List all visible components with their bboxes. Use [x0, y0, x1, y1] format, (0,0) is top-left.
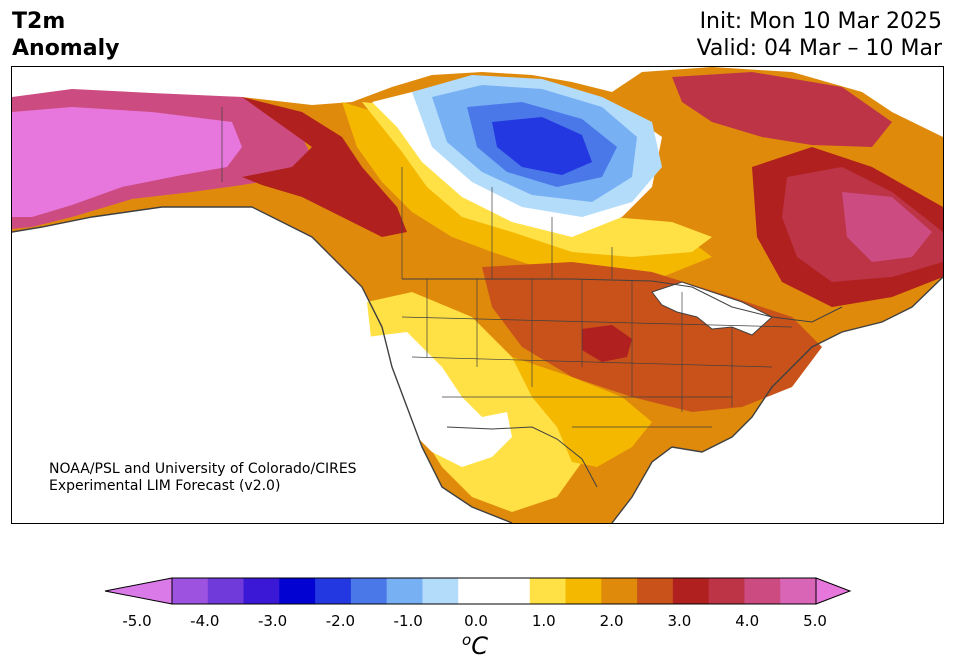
colorbar-tick-label: -5.0 — [122, 612, 152, 630]
anomaly-labrador-pink — [842, 192, 932, 262]
colorbar-bin — [243, 578, 280, 604]
colorbar-bin — [422, 578, 459, 604]
colorbar-over — [815, 577, 852, 605]
colorbar-tick-label: -2.0 — [325, 612, 356, 630]
valid-range: Valid: 04 Mar – 10 Mar — [696, 36, 942, 61]
colorbar-tick-label: -1.0 — [393, 612, 423, 630]
colorbar-bin — [494, 578, 531, 604]
colorbar-bin — [386, 578, 423, 604]
anomaly-canada-lightyellow — [362, 102, 712, 257]
anomaly-baffin-red — [672, 72, 892, 147]
us-mexico-border — [446, 426, 598, 488]
unit-degree: o — [462, 631, 472, 649]
colorbar-bin — [350, 578, 388, 604]
colorbar-bin — [672, 578, 710, 604]
map-title: T2m Anomaly — [12, 8, 119, 62]
colorbar-bin — [744, 578, 781, 604]
anomaly-southcentral-yellow — [512, 357, 652, 467]
coastline — [12, 206, 943, 523]
map-canvas — [12, 67, 943, 523]
colorbar-bin — [458, 578, 495, 604]
colorbar-bin — [708, 578, 745, 604]
title-line-2: Anomaly — [12, 36, 120, 61]
colorbar-tick-label: -3.0 — [257, 612, 288, 630]
colorbar-tick-label: 0.0 — [464, 612, 488, 630]
anomaly-us-orange — [482, 262, 822, 412]
colorbar-bin — [637, 578, 674, 604]
colorbar-tick-label: 4.0 — [735, 612, 760, 630]
anomaly-nwcanada-red — [242, 97, 407, 237]
credit-line-1: NOAA/PSL and University of Colorado/CIRE… — [49, 461, 357, 477]
colorbar-bin — [601, 578, 638, 604]
anomaly-alaska-core — [12, 107, 242, 217]
state-borders — [221, 107, 793, 428]
colorbar — [104, 577, 852, 605]
unit-letter: C — [471, 632, 488, 660]
colorbar-bin — [172, 578, 209, 604]
credit-line-2: Experimental LIM Forecast (v2.0) — [49, 478, 281, 494]
colorbar-outline — [171, 577, 817, 605]
anomaly-hudson-core — [492, 117, 592, 175]
us-canada-border — [402, 278, 843, 323]
title-line-1: T2m — [12, 9, 66, 34]
colorbar-bin — [780, 578, 817, 604]
colorbar-bin — [315, 578, 352, 604]
colorbar-bin — [207, 578, 245, 604]
anomaly-map — [11, 66, 944, 524]
colorbar-bin — [565, 578, 602, 604]
colorbar-tick-label: 1.0 — [531, 612, 556, 630]
anomaly-midwest-core — [582, 325, 632, 362]
colorbar-bin — [279, 578, 316, 604]
colorbar-tick-label: 5.0 — [803, 612, 827, 630]
colorbar-under — [104, 577, 173, 605]
anomaly-southwest-neutral — [367, 332, 512, 467]
credit-text: NOAA/PSL and University of Colorado/CIRE… — [49, 461, 357, 495]
init-date: Init: Mon 10 Mar 2025 — [699, 9, 942, 34]
colorbar-unit: oC — [462, 631, 488, 660]
colorbar-bin — [529, 578, 567, 604]
forecast-dates: Init: Mon 10 Mar 2025 Valid: 04 Mar – 10… — [697, 8, 942, 62]
colorbar-tick-label: 2.0 — [599, 612, 624, 630]
colorbar-tick-label: -4.0 — [190, 612, 220, 630]
colorbar-tick-label: 3.0 — [667, 612, 692, 630]
